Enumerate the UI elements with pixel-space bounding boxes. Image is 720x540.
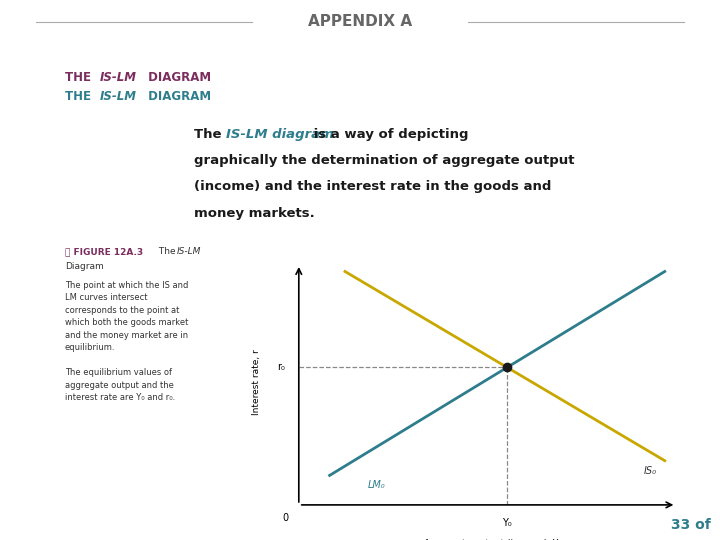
Text: Y₀: Y₀ [503,518,512,529]
Text: THE: THE [65,71,95,84]
Text: APPENDIX A: APPENDIX A [308,14,412,29]
Text: IS₀: IS₀ [644,465,657,476]
Text: DIAGRAM: DIAGRAM [144,90,211,103]
Text: Diagram: Diagram [65,262,104,271]
Text: IS-LM: IS-LM [99,90,136,103]
Text: Interest rate, r: Interest rate, r [252,349,261,415]
Text: THE: THE [65,90,95,103]
Text: 33 of: 33 of [671,518,711,532]
Text: DIAGRAM: DIAGRAM [144,71,211,84]
Text: money markets.: money markets. [194,207,315,220]
Text: r₀: r₀ [277,362,285,373]
Text: The: The [156,247,179,256]
Text: IS-LM: IS-LM [176,247,201,256]
Text: Aggregate output (income), Y: Aggregate output (income), Y [424,539,559,540]
Text: is a way of depicting: is a way of depicting [309,127,469,140]
Text: IS-LM: IS-LM [99,71,136,84]
Text: graphically the determination of aggregate output: graphically the determination of aggrega… [194,154,575,167]
Text: ⓘ FIGURE 12A.3: ⓘ FIGURE 12A.3 [65,247,143,256]
Text: The: The [194,127,227,140]
Text: The point at which the IS and
LM curves intersect
corresponds to the point at
wh: The point at which the IS and LM curves … [65,281,188,402]
Text: IS-LM diagram: IS-LM diagram [226,127,334,140]
Text: 0: 0 [282,514,289,523]
Text: LM₀: LM₀ [368,481,386,490]
Text: (income) and the interest rate in the goods and: (income) and the interest rate in the go… [194,180,552,193]
